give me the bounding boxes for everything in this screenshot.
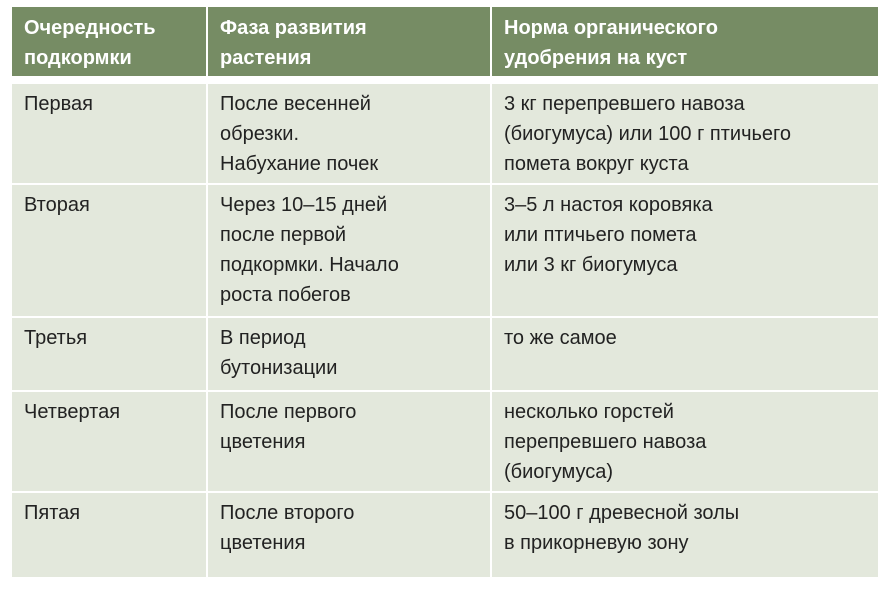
- table-cell: Через 10–15 дней после первой подкормки.…: [208, 185, 490, 316]
- table-cell: После первого цветения: [208, 392, 490, 491]
- table-cell: Первая: [12, 84, 206, 183]
- table-cell: 50–100 г древесной золы в прикорневую зо…: [492, 493, 878, 577]
- header-phase: Фаза развития растения: [208, 7, 490, 76]
- table-cell: несколько горстей перепревшего навоза (б…: [492, 392, 878, 491]
- header-norm: Норма органического удобрения на куст: [492, 7, 878, 76]
- table-cell: После весенней обрезки. Набухание почек: [208, 84, 490, 183]
- table-cell: то же самое: [492, 318, 878, 390]
- table-cell: 3 кг перепревшего навоза (биогумуса) или…: [492, 84, 878, 183]
- table-cell: 3–5 л настоя коровяка или птичьего помет…: [492, 185, 878, 316]
- header-order: Очередность подкормки: [12, 7, 206, 76]
- table-cell: Вторая: [12, 185, 206, 316]
- table-cell: Третья: [12, 318, 206, 390]
- table-cell: Пятая: [12, 493, 206, 577]
- table-cell: После второго цветения: [208, 493, 490, 577]
- fertilizing-table: Очередность подкормки Фаза развития раст…: [12, 7, 878, 577]
- table-cell: В период бутонизации: [208, 318, 490, 390]
- header-separator: [12, 78, 878, 82]
- table-cell: Четвертая: [12, 392, 206, 491]
